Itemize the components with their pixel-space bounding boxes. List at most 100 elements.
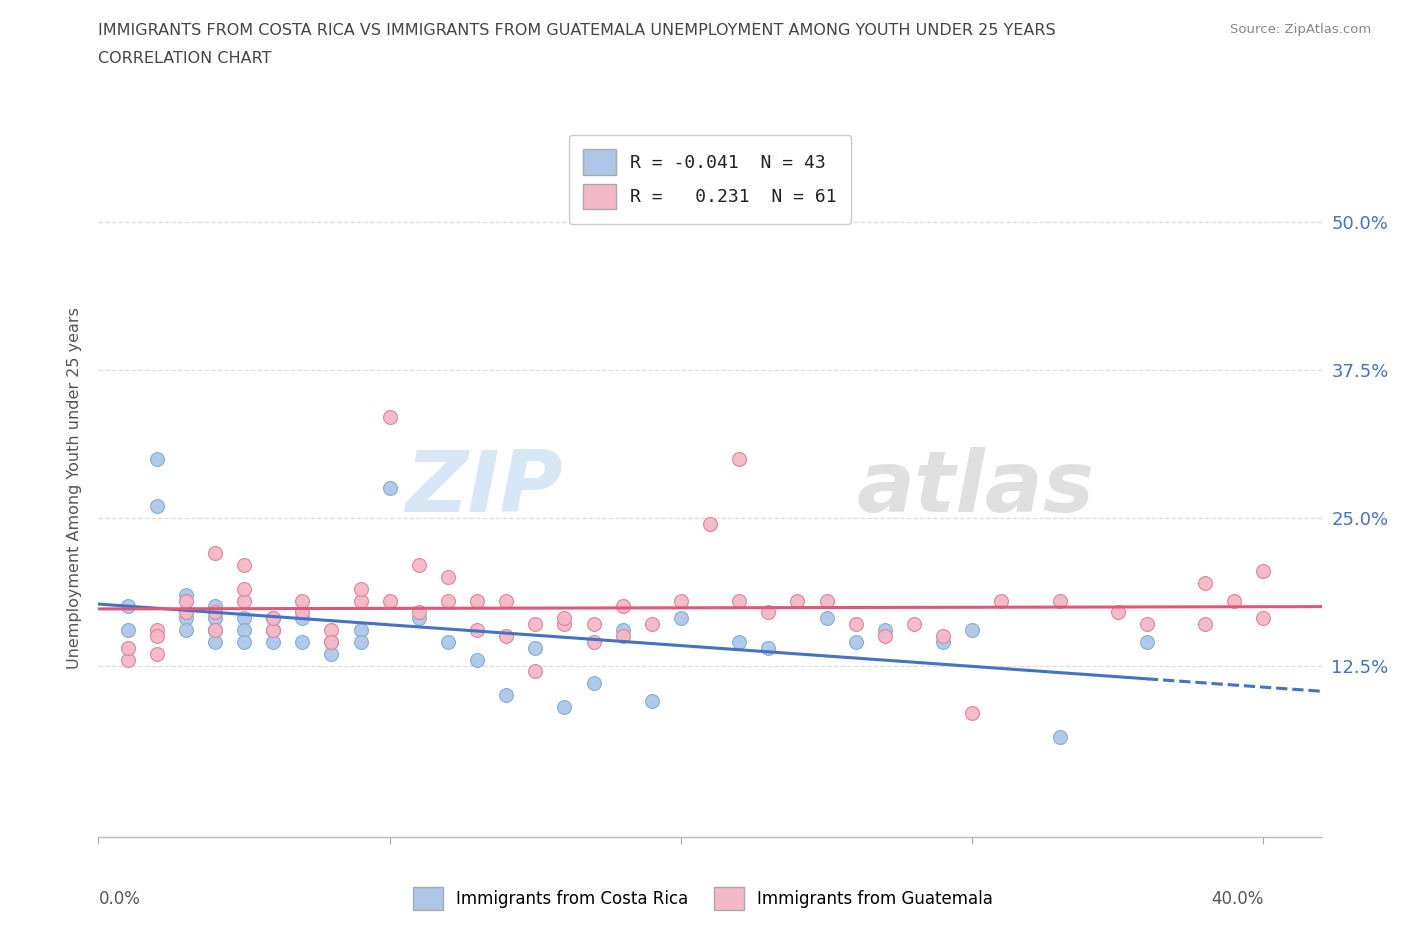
Point bbox=[495, 593, 517, 608]
Text: IMMIGRANTS FROM COSTA RICA VS IMMIGRANTS FROM GUATEMALA UNEMPLOYMENT AMONG YOUTH: IMMIGRANTS FROM COSTA RICA VS IMMIGRANTS… bbox=[98, 23, 1056, 38]
Y-axis label: Unemployment Among Youth under 25 years: Unemployment Among Youth under 25 years bbox=[67, 307, 83, 670]
Point bbox=[291, 634, 314, 649]
Point bbox=[669, 611, 692, 626]
Point bbox=[524, 664, 547, 679]
Point bbox=[233, 634, 256, 649]
Point bbox=[291, 604, 314, 619]
Legend: R = -0.041  N = 43, R =   0.231  N = 61: R = -0.041 N = 43, R = 0.231 N = 61 bbox=[569, 135, 851, 223]
Point bbox=[204, 546, 226, 561]
Point bbox=[174, 593, 197, 608]
Point bbox=[349, 593, 371, 608]
Point bbox=[349, 581, 371, 596]
Point bbox=[291, 593, 314, 608]
Point bbox=[465, 652, 488, 667]
Point bbox=[873, 629, 896, 644]
Point bbox=[321, 646, 343, 661]
Point bbox=[612, 623, 634, 638]
Point bbox=[990, 593, 1012, 608]
Text: 40.0%: 40.0% bbox=[1211, 890, 1264, 909]
Point bbox=[233, 593, 256, 608]
Point bbox=[786, 593, 808, 608]
Point bbox=[465, 593, 488, 608]
Point bbox=[321, 634, 343, 649]
Point bbox=[174, 587, 197, 602]
Point bbox=[117, 641, 139, 656]
Point bbox=[582, 617, 605, 631]
Point bbox=[233, 581, 256, 596]
Point bbox=[524, 617, 547, 631]
Point bbox=[612, 599, 634, 614]
Point bbox=[204, 604, 226, 619]
Point bbox=[204, 611, 226, 626]
Point bbox=[1253, 564, 1275, 578]
Point bbox=[641, 617, 664, 631]
Point bbox=[174, 623, 197, 638]
Point bbox=[378, 481, 401, 496]
Point bbox=[204, 599, 226, 614]
Point bbox=[145, 646, 167, 661]
Point bbox=[960, 623, 983, 638]
Point bbox=[641, 694, 664, 709]
Point bbox=[582, 634, 605, 649]
Point bbox=[932, 634, 955, 649]
Point bbox=[873, 623, 896, 638]
Point bbox=[233, 611, 256, 626]
Point bbox=[699, 516, 721, 531]
Point bbox=[117, 623, 139, 638]
Point bbox=[669, 593, 692, 608]
Point bbox=[495, 629, 517, 644]
Point bbox=[524, 641, 547, 656]
Point bbox=[553, 617, 575, 631]
Legend: Immigrants from Costa Rica, Immigrants from Guatemala: Immigrants from Costa Rica, Immigrants f… bbox=[406, 880, 1000, 917]
Point bbox=[262, 634, 284, 649]
Point bbox=[145, 451, 167, 466]
Point bbox=[408, 611, 430, 626]
Point bbox=[145, 498, 167, 513]
Point bbox=[437, 593, 460, 608]
Point bbox=[1136, 617, 1159, 631]
Point bbox=[174, 611, 197, 626]
Point bbox=[582, 676, 605, 691]
Point bbox=[378, 593, 401, 608]
Point bbox=[291, 611, 314, 626]
Point bbox=[1049, 729, 1071, 744]
Point bbox=[1107, 604, 1129, 619]
Point bbox=[1223, 593, 1246, 608]
Point bbox=[437, 634, 460, 649]
Point bbox=[1136, 634, 1159, 649]
Point bbox=[960, 706, 983, 721]
Point bbox=[1194, 617, 1216, 631]
Point bbox=[495, 687, 517, 702]
Point bbox=[204, 623, 226, 638]
Point bbox=[117, 652, 139, 667]
Point bbox=[1253, 611, 1275, 626]
Point bbox=[845, 634, 868, 649]
Point bbox=[465, 623, 488, 638]
Point bbox=[932, 629, 955, 644]
Text: 0.0%: 0.0% bbox=[98, 890, 141, 909]
Point bbox=[408, 558, 430, 573]
Text: Source: ZipAtlas.com: Source: ZipAtlas.com bbox=[1230, 23, 1371, 36]
Point bbox=[174, 604, 197, 619]
Point bbox=[233, 623, 256, 638]
Point bbox=[1049, 593, 1071, 608]
Point bbox=[262, 611, 284, 626]
Point bbox=[408, 604, 430, 619]
Text: ZIP: ZIP bbox=[405, 446, 564, 530]
Point bbox=[553, 611, 575, 626]
Point bbox=[378, 410, 401, 425]
Point bbox=[903, 617, 925, 631]
Point bbox=[233, 558, 256, 573]
Point bbox=[612, 629, 634, 644]
Point bbox=[117, 599, 139, 614]
Point bbox=[553, 699, 575, 714]
Point bbox=[262, 623, 284, 638]
Point bbox=[321, 623, 343, 638]
Point bbox=[349, 634, 371, 649]
Point bbox=[262, 623, 284, 638]
Point bbox=[756, 641, 779, 656]
Point bbox=[349, 623, 371, 638]
Text: atlas: atlas bbox=[856, 446, 1095, 530]
Point bbox=[756, 604, 779, 619]
Point bbox=[437, 569, 460, 584]
